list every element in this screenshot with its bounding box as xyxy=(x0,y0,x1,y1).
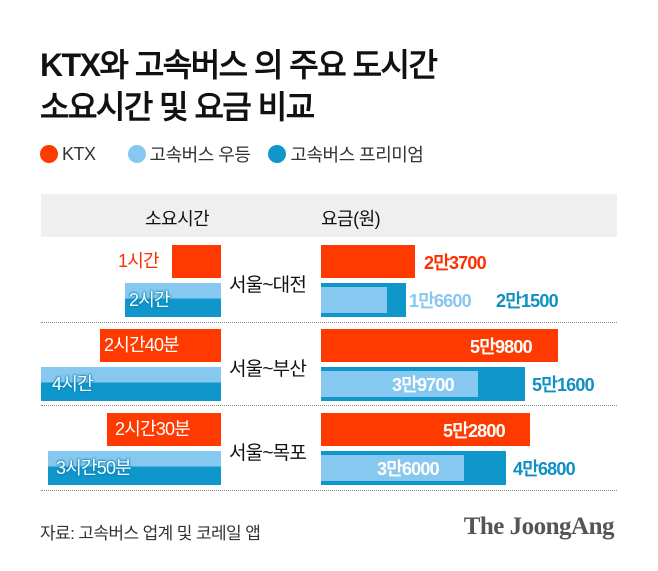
bus-standard-fare-bar xyxy=(321,455,464,481)
legend: KTX 고속버스 우등 고속버스 프리미엄 xyxy=(40,143,441,165)
ktx-time-label: 2시간30분 xyxy=(115,419,191,439)
row-divider xyxy=(41,490,617,491)
chart-title: KTX와 고속버스 의 주요 도시간 소요시간 및 요금 비교 xyxy=(40,44,438,128)
ktx-fare-label: 5만9800 xyxy=(470,337,533,357)
bus-time-label: 3시간50분 xyxy=(56,458,132,478)
bus-time-bar xyxy=(125,283,221,317)
legend-item-bus-standard: 고속버스 우등 xyxy=(127,141,251,167)
legend-dot-icon xyxy=(127,145,146,163)
ktx-fare-label: 2만3700 xyxy=(424,253,487,273)
route-label: 서울~목포 xyxy=(229,443,307,464)
bus-time-bar xyxy=(41,367,221,401)
bus-premium-fare-bar xyxy=(321,367,525,401)
row-divider xyxy=(41,322,617,323)
chart-title-line-2: 소요시간 및 요금 비교 xyxy=(40,89,315,125)
header-time: 소요시간 xyxy=(145,209,210,229)
bus-time-label: 2시간 xyxy=(129,290,171,310)
bus-standard-fare-label: 1만6600 xyxy=(409,291,472,311)
legend-label: 고속버스 프리미엄 xyxy=(290,145,424,165)
bus-premium-fare-label: 4만6800 xyxy=(513,459,576,479)
row-divider xyxy=(41,405,617,406)
bus-standard-fare-label: 3만9700 xyxy=(392,375,455,395)
bus-time-label: 4시간 xyxy=(52,374,94,394)
bus-premium-fare-label: 2만1500 xyxy=(496,291,559,311)
ktx-time-bar xyxy=(100,329,221,362)
bus-premium-fare-label: 5만1600 xyxy=(532,375,595,395)
chart-title-line-1: KTX와 고속버스 의 주요 도시간 xyxy=(40,47,438,83)
legend-dot-icon xyxy=(40,145,58,163)
header-fare: 요금(원) xyxy=(321,209,381,229)
bus-premium-fare-bar xyxy=(321,283,406,317)
bus-premium-fare-bar xyxy=(321,451,506,485)
bus-standard-fare-bar xyxy=(321,371,478,397)
legend-dot-icon xyxy=(268,145,287,163)
bus-standard-fare-label: 3만6000 xyxy=(377,459,440,479)
ktx-time-label: 2시간40분 xyxy=(104,335,180,355)
route-label: 서울~부산 xyxy=(229,359,307,380)
legend-item-ktx: KTX xyxy=(40,144,96,165)
legend-item-bus-premium: 고속버스 프리미엄 xyxy=(268,141,424,167)
ktx-fare-bar xyxy=(321,413,530,446)
brand-logo: The JoongAng xyxy=(463,513,615,540)
route-label: 서울~대전 xyxy=(229,275,307,296)
column-header-band xyxy=(41,194,617,237)
source-note: 자료: 고속버스 업계 및 코레일 앱 xyxy=(40,524,261,543)
ktx-fare-label: 5만2800 xyxy=(443,421,506,441)
ktx-time-bar xyxy=(107,413,221,446)
legend-label: 고속버스 우등 xyxy=(149,145,251,165)
ktx-time-label: 1시간 xyxy=(118,251,160,271)
bus-time-bar xyxy=(48,451,221,485)
ktx-fare-bar xyxy=(321,329,558,362)
legend-label: KTX xyxy=(62,143,96,164)
bus-standard-fare-bar xyxy=(321,287,387,313)
ktx-time-bar xyxy=(172,245,221,278)
ktx-fare-bar xyxy=(321,245,415,278)
